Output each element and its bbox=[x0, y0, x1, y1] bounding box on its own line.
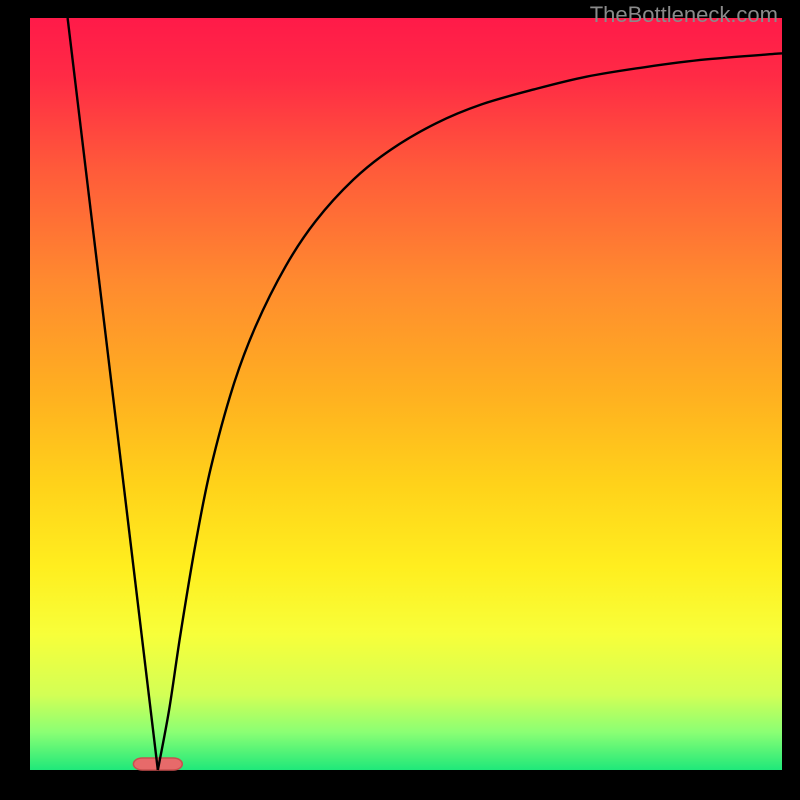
watermark-text: TheBottleneck.com bbox=[590, 2, 778, 28]
left-descending-line bbox=[68, 18, 158, 770]
plot-area bbox=[30, 18, 782, 770]
curves-layer bbox=[30, 18, 782, 770]
right-saturation-curve bbox=[158, 53, 782, 770]
chart-frame: TheBottleneck.com bbox=[0, 0, 800, 800]
